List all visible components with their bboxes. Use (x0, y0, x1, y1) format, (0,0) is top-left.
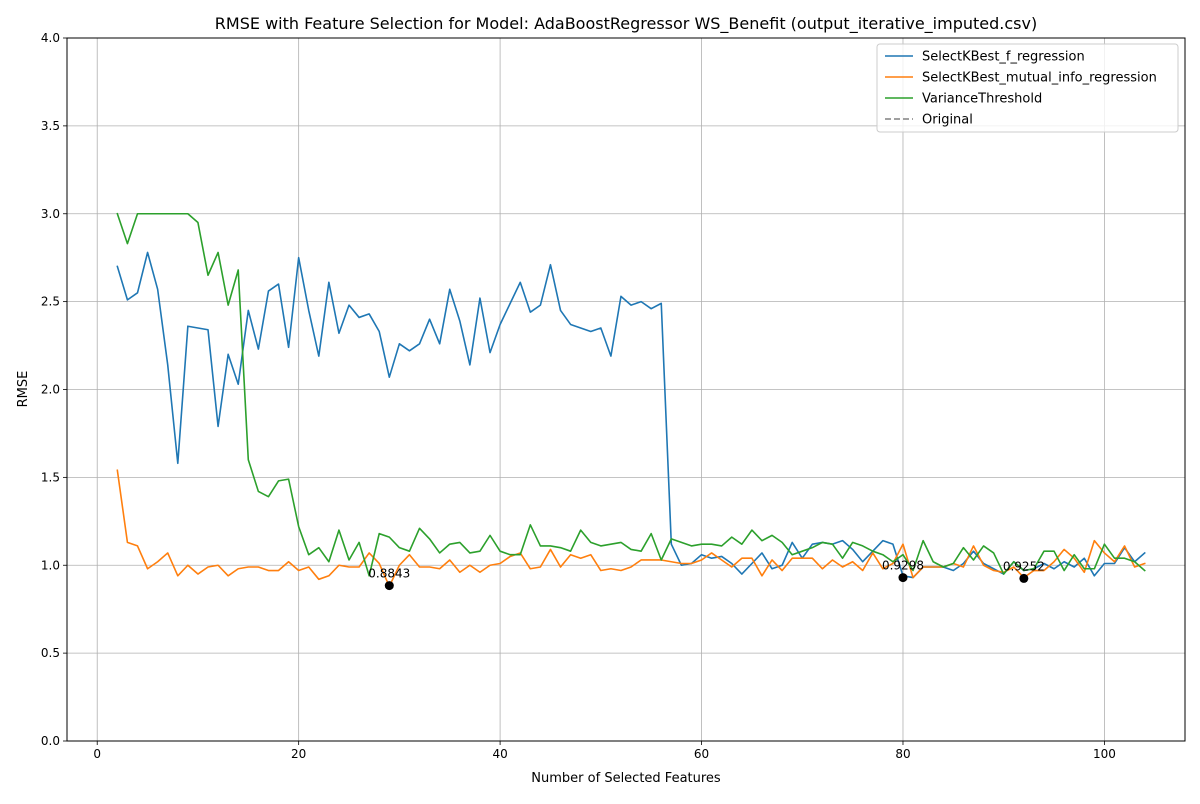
minimum-label: 0.9298 (882, 559, 924, 573)
legend-label: Original (922, 113, 973, 128)
x-tick-label: 80 (895, 747, 910, 761)
y-tick-label: 3.5 (41, 119, 60, 133)
chart-title: RMSE with Feature Selection for Model: A… (215, 14, 1037, 34)
x-axis-label: Number of Selected Features (531, 771, 721, 786)
legend: SelectKBest_f_regression SelectKBest_mutu… (876, 43, 1179, 133)
minimum-point (898, 573, 908, 583)
minimum-point (384, 581, 394, 591)
y-tick-label: 4.0 (41, 31, 60, 45)
series-line-variancethreshold (116, 212, 1146, 577)
y-tick-label: 1.0 (41, 558, 60, 572)
x-tick-label: 0 (93, 747, 101, 761)
x-tick-label: 20 (291, 747, 306, 761)
minimum-point (1019, 573, 1029, 583)
tick-layer: 0 20 40 60 80 100 0.0 0.5 1.0 1.5 2.0 2.5 3.0 3.5 4.0 (41, 31, 1116, 761)
series-layer (116, 212, 1146, 588)
legend-label: SelectKBest_f_regression (922, 50, 1085, 65)
y-axis-label: RMSE (16, 371, 31, 408)
y-tick-label: 2.5 (41, 295, 60, 309)
x-tick-label: 100 (1093, 747, 1116, 761)
series-line-selectkbest-f-regression (116, 251, 1146, 579)
legend-box (876, 43, 1179, 133)
y-tick-label: 2.0 (41, 383, 60, 397)
y-tick-label: 0.0 (41, 734, 60, 748)
y-tick-label: 1.5 (41, 470, 60, 484)
y-tick-label: 0.5 (41, 646, 60, 660)
legend-label: VarianceThreshold (922, 92, 1042, 107)
y-tick-label: 3.0 (41, 207, 60, 221)
x-tick-label: 60 (694, 747, 709, 761)
x-tick-label: 40 (492, 747, 507, 761)
minima-layer: 0.8843 0.9298 0.9252 (368, 559, 1045, 591)
legend-label: SelectKBest_mutual_info_regression (922, 71, 1157, 86)
series-line-selectkbest-mutual-info-regression (116, 469, 1146, 588)
minimum-label: 0.8843 (368, 567, 410, 581)
minimum-label: 0.9252 (1003, 559, 1045, 573)
